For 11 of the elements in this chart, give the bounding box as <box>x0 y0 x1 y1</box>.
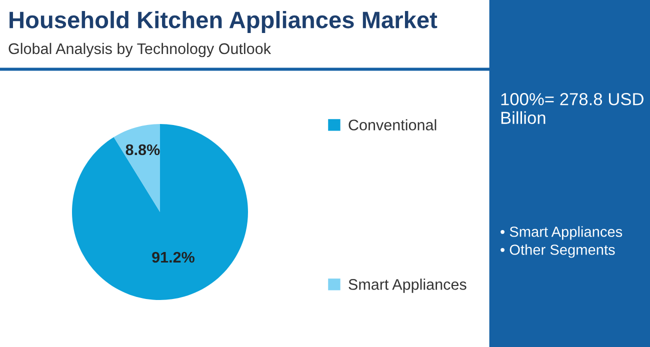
pie-slice <box>114 124 160 212</box>
pie-slice <box>72 124 248 300</box>
data-label: 8.8% <box>126 144 160 156</box>
text: 100%= 278.8 USD Billion <box>501 93 644 124</box>
legend-label: Conventional <box>348 119 436 130</box>
data-label: 91.2% <box>152 252 194 263</box>
text: • Smart Appliances <box>500 226 622 240</box>
chart-subtitle: Global Analysis by Technology Outlook <box>8 42 272 58</box>
legend-label: Smart Appliances <box>348 278 466 293</box>
chart-title: Household Kitchen Appliances Market <box>10 10 438 34</box>
text: • Other Segments <box>500 244 615 258</box>
